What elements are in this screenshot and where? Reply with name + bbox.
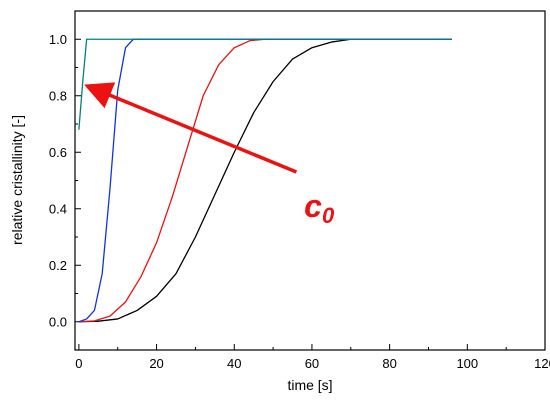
y-axis-ticks: 0.0 0.2 0.4 0.6 0.8 1.0	[49, 10, 81, 351]
annotation-label: c0	[304, 188, 335, 228]
x-tick-label: 120	[534, 356, 550, 371]
series-line-1	[78, 38, 452, 323]
x-tick-label: 20	[149, 356, 163, 371]
y-axis-label: relative cristallinity [-]	[9, 115, 25, 245]
y-tick-label: 0.6	[49, 145, 67, 160]
series-layer	[78, 38, 452, 323]
series-line-3	[78, 38, 452, 323]
y-tick-label: 0.8	[49, 88, 67, 103]
x-tick-label: 60	[305, 356, 319, 371]
y-tick-label: 0.2	[49, 258, 67, 273]
x-axis-label: time [s]	[287, 377, 332, 393]
plot-frame	[74, 10, 546, 351]
y-tick-label: 0.0	[49, 314, 67, 329]
y-tick-label: 1.0	[49, 32, 67, 47]
series-line-4	[78, 38, 452, 130]
x-tick-label: 0	[75, 356, 82, 371]
x-tick-label: 80	[382, 356, 396, 371]
x-axis-ticks: 0 20 40 60 80 100 120	[75, 344, 550, 371]
series-line-2	[78, 38, 452, 323]
x-tick-label: 100	[456, 356, 478, 371]
y-tick-label: 0.4	[49, 201, 67, 216]
annotation-layer: c0	[84, 82, 335, 228]
annotation-arrow	[84, 82, 298, 174]
x-tick-label: 40	[227, 356, 241, 371]
